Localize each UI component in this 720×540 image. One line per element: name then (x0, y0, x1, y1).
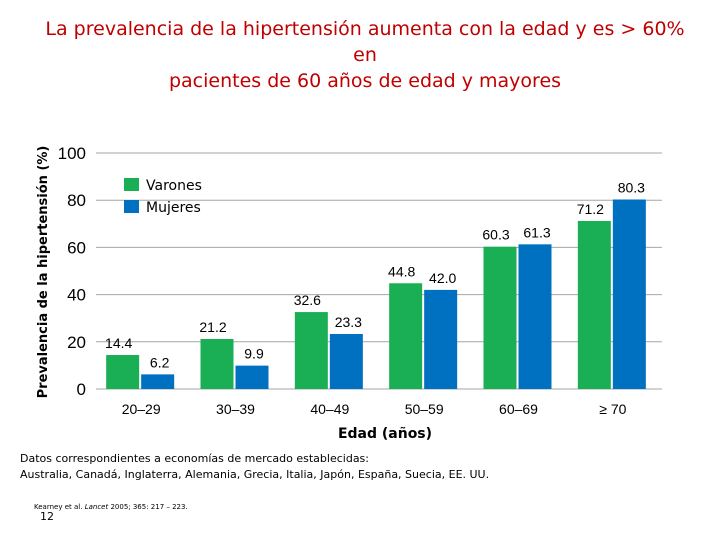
bar-mujeres-4 (518, 244, 552, 389)
bar-varones-2 (294, 312, 328, 389)
bar-varones-5 (577, 220, 611, 389)
data-label: 80.3 (618, 179, 645, 195)
note-line-1: Datos correspondientes a economías de me… (20, 452, 369, 465)
data-label: 61.3 (523, 224, 550, 240)
data-label: 14.4 (105, 335, 132, 351)
reference-details: 2005; 365: 217 – 223. (110, 503, 188, 511)
x-tick-label: 40–49 (310, 401, 349, 417)
legend-swatch-varones (124, 178, 139, 191)
legend-label-varones: Varones (146, 178, 202, 194)
bar-varones-0 (106, 355, 140, 389)
bar-mujeres-2 (329, 334, 363, 389)
y-tick-label: 80 (67, 191, 86, 210)
y-tick-label: 60 (67, 238, 86, 257)
reference-authors: Kearney et al. (34, 503, 83, 511)
x-tick-label: 60–69 (499, 401, 538, 417)
legend-label-mujeres: Mujeres (146, 200, 201, 216)
data-label: 6.2 (150, 354, 170, 370)
bar-mujeres-3 (424, 289, 458, 389)
y-tick-label: 20 (67, 333, 86, 352)
data-label: 21.2 (199, 319, 226, 335)
x-tick-label: 50–59 (405, 401, 444, 417)
note-line-2: Australia, Canadá, Inglaterra, Alemania,… (20, 468, 490, 481)
bar-mujeres-5 (612, 199, 646, 389)
data-label: 60.3 (482, 227, 509, 243)
y-tick-label: 100 (58, 144, 86, 163)
data-label: 71.2 (577, 201, 604, 217)
bar-varones-3 (389, 283, 423, 389)
data-label: 23.3 (335, 314, 362, 330)
title-line-1: La prevalencia de la hipertensión aument… (45, 18, 685, 66)
data-label: 32.6 (294, 292, 321, 308)
bar-mujeres-0 (141, 374, 175, 389)
x-tick-label: 30–39 (216, 401, 255, 417)
y-tick-label: 0 (77, 380, 86, 399)
reference-journal: Lancet (84, 503, 109, 511)
chart-title: La prevalencia de la hipertensión aument… (40, 16, 690, 94)
title-line-2: pacientes de 60 años de edad y mayores (168, 70, 562, 92)
page-number: 12 (40, 510, 54, 523)
reference: Kearney et al. Lancet 2005; 365: 217 – 2… (34, 503, 188, 511)
data-label: 44.8 (388, 263, 415, 279)
bar-chart: 0 20 40 60 80 100 Prevalencia de la hipertensi… (36, 144, 662, 442)
x-tick-label: 20–29 (122, 401, 161, 417)
y-axis-label: Prevalencia de la hipertensión (%) (36, 146, 51, 399)
legend-swatch-mujeres (124, 200, 139, 213)
bar-varones-1 (200, 338, 234, 389)
x-axis-label: Edad (años) (338, 426, 432, 442)
bar-varones-4 (483, 246, 517, 389)
x-tick-label: ≥ 70 (599, 401, 626, 417)
bar-mujeres-1 (235, 365, 269, 389)
data-source-note: Datos correspondientes a economías de me… (20, 451, 489, 483)
data-label: 42.0 (429, 270, 456, 286)
data-label: 9.9 (244, 346, 264, 362)
y-tick-label: 40 (67, 286, 86, 305)
